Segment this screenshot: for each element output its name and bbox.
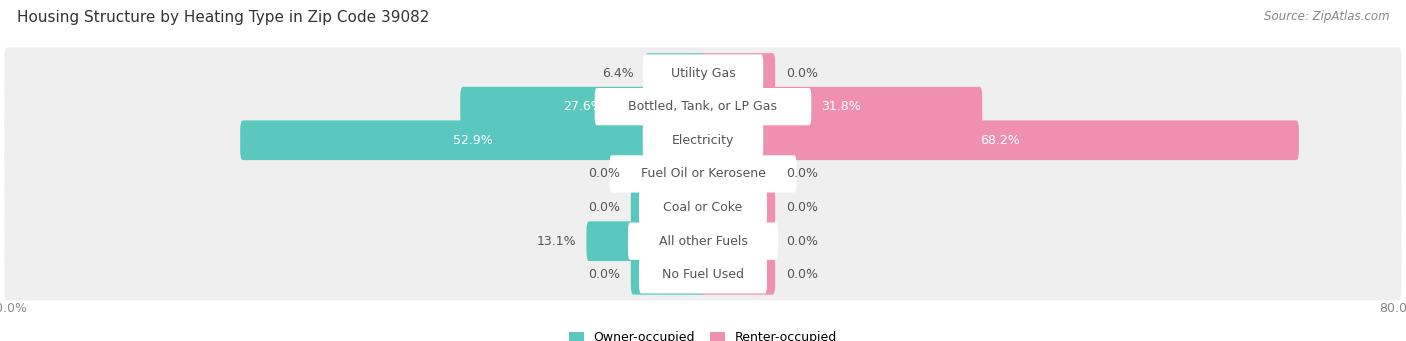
Text: 0.0%: 0.0% bbox=[786, 235, 818, 248]
Text: Coal or Coke: Coal or Coke bbox=[664, 201, 742, 214]
FancyBboxPatch shape bbox=[4, 81, 1402, 132]
Text: 0.0%: 0.0% bbox=[588, 268, 620, 281]
FancyBboxPatch shape bbox=[700, 188, 775, 227]
Text: No Fuel Used: No Fuel Used bbox=[662, 268, 744, 281]
Legend: Owner-occupied, Renter-occupied: Owner-occupied, Renter-occupied bbox=[568, 331, 838, 341]
FancyBboxPatch shape bbox=[586, 221, 706, 261]
FancyBboxPatch shape bbox=[700, 53, 775, 93]
FancyBboxPatch shape bbox=[4, 47, 1402, 99]
Text: 52.9%: 52.9% bbox=[453, 134, 492, 147]
FancyBboxPatch shape bbox=[4, 216, 1402, 267]
Text: Electricity: Electricity bbox=[672, 134, 734, 147]
Text: Utility Gas: Utility Gas bbox=[671, 66, 735, 79]
FancyBboxPatch shape bbox=[700, 255, 775, 295]
FancyBboxPatch shape bbox=[595, 88, 811, 125]
Text: 0.0%: 0.0% bbox=[588, 201, 620, 214]
Text: 68.2%: 68.2% bbox=[980, 134, 1019, 147]
FancyBboxPatch shape bbox=[4, 115, 1402, 166]
FancyBboxPatch shape bbox=[643, 54, 763, 92]
Text: 27.6%: 27.6% bbox=[562, 100, 603, 113]
FancyBboxPatch shape bbox=[700, 221, 775, 261]
Text: 0.0%: 0.0% bbox=[786, 167, 818, 180]
FancyBboxPatch shape bbox=[240, 120, 706, 160]
FancyBboxPatch shape bbox=[4, 148, 1402, 199]
Text: 31.8%: 31.8% bbox=[821, 100, 862, 113]
FancyBboxPatch shape bbox=[643, 122, 763, 159]
Text: 0.0%: 0.0% bbox=[588, 167, 620, 180]
FancyBboxPatch shape bbox=[640, 256, 766, 294]
Text: 0.0%: 0.0% bbox=[786, 268, 818, 281]
Text: Housing Structure by Heating Type in Zip Code 39082: Housing Structure by Heating Type in Zip… bbox=[17, 10, 429, 25]
FancyBboxPatch shape bbox=[700, 154, 775, 194]
Text: 6.4%: 6.4% bbox=[603, 66, 634, 79]
FancyBboxPatch shape bbox=[609, 155, 797, 193]
Text: 0.0%: 0.0% bbox=[786, 66, 818, 79]
Text: All other Fuels: All other Fuels bbox=[658, 235, 748, 248]
FancyBboxPatch shape bbox=[4, 182, 1402, 233]
Text: Fuel Oil or Kerosene: Fuel Oil or Kerosene bbox=[641, 167, 765, 180]
FancyBboxPatch shape bbox=[4, 249, 1402, 300]
FancyBboxPatch shape bbox=[631, 188, 706, 227]
Text: 0.0%: 0.0% bbox=[786, 201, 818, 214]
Text: 13.1%: 13.1% bbox=[536, 235, 576, 248]
FancyBboxPatch shape bbox=[645, 53, 706, 93]
FancyBboxPatch shape bbox=[631, 154, 706, 194]
FancyBboxPatch shape bbox=[700, 120, 1299, 160]
FancyBboxPatch shape bbox=[700, 87, 983, 127]
FancyBboxPatch shape bbox=[640, 189, 766, 226]
Text: Source: ZipAtlas.com: Source: ZipAtlas.com bbox=[1264, 10, 1389, 23]
FancyBboxPatch shape bbox=[628, 223, 778, 260]
Text: Bottled, Tank, or LP Gas: Bottled, Tank, or LP Gas bbox=[628, 100, 778, 113]
FancyBboxPatch shape bbox=[460, 87, 706, 127]
FancyBboxPatch shape bbox=[631, 255, 706, 295]
